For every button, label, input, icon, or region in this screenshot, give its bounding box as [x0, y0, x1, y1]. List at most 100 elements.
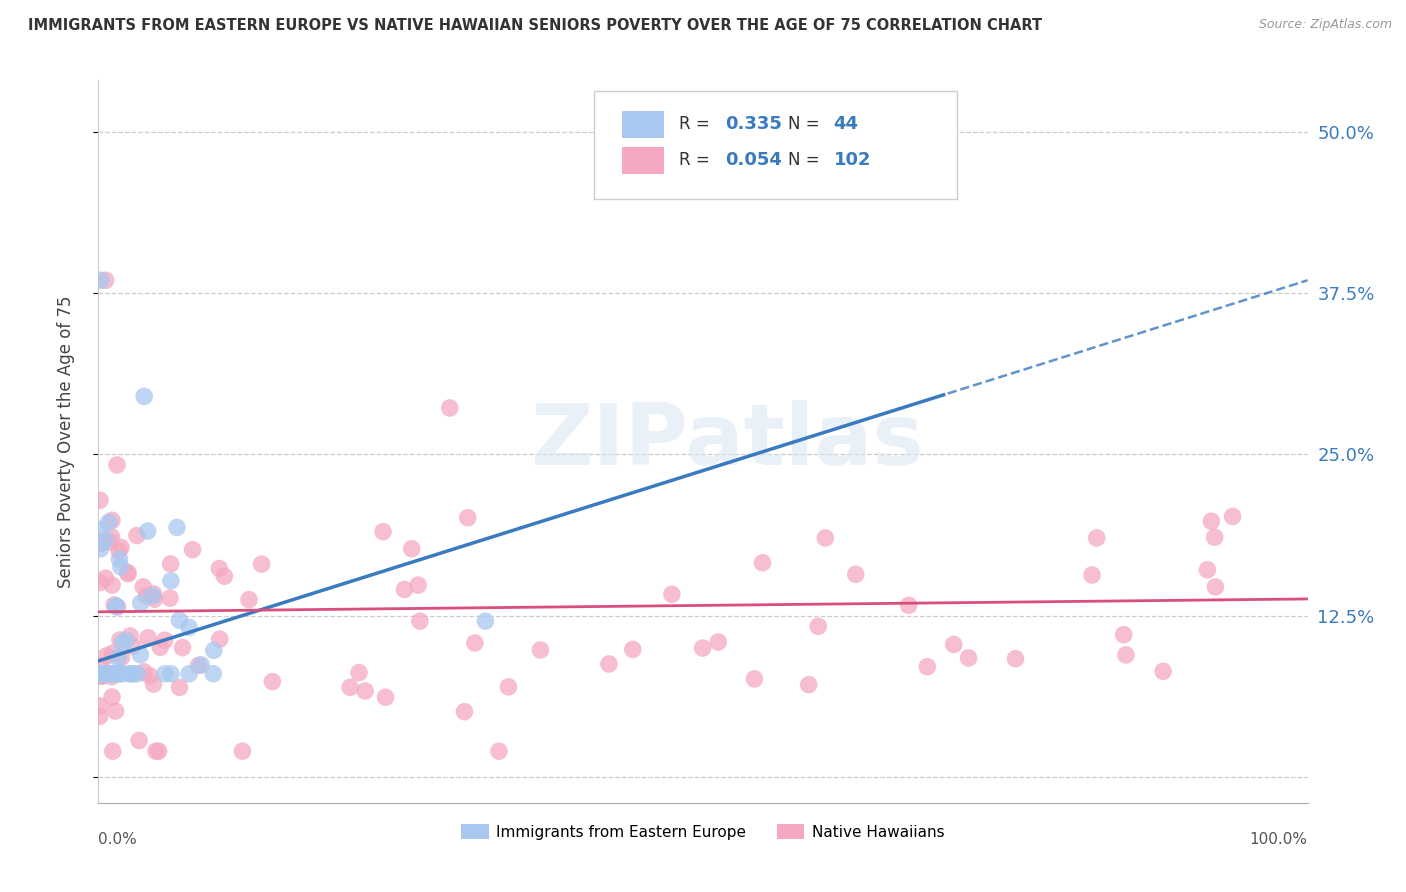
Point	[181, 542, 204, 557]
Point	[202, 666, 225, 681]
Point	[529, 643, 551, 657]
Point	[97, 515, 120, 529]
Point	[101, 690, 124, 704]
Point	[125, 528, 148, 542]
Point	[104, 704, 127, 718]
Point	[845, 567, 868, 582]
Point	[621, 642, 644, 657]
Point	[1004, 651, 1026, 665]
Point	[127, 666, 149, 681]
Point	[177, 620, 200, 634]
Text: Source: ZipAtlas.com: Source: ZipAtlas.com	[1258, 18, 1392, 31]
Point	[90, 273, 112, 287]
Point	[707, 635, 730, 649]
Point	[89, 698, 111, 713]
Point	[439, 401, 461, 415]
Point	[897, 599, 920, 613]
Point	[339, 681, 361, 695]
Point	[807, 619, 830, 633]
Point	[172, 640, 194, 655]
Point	[117, 566, 139, 581]
Point	[149, 640, 172, 655]
Point	[90, 669, 112, 683]
Text: ZIPatlas: ZIPatlas	[530, 400, 924, 483]
Point	[464, 636, 486, 650]
Point	[250, 557, 273, 571]
Point	[101, 578, 124, 592]
Point	[121, 666, 143, 681]
Point	[108, 552, 131, 566]
Point	[1085, 531, 1108, 545]
Point	[371, 524, 394, 539]
Point	[90, 536, 112, 550]
Point	[104, 599, 127, 613]
Point	[128, 733, 150, 747]
Point	[110, 559, 132, 574]
Point	[90, 660, 112, 674]
Point	[214, 569, 236, 583]
Point	[94, 666, 117, 681]
Text: R =: R =	[679, 152, 714, 169]
Point	[145, 744, 167, 758]
Point	[101, 513, 124, 527]
Point	[134, 389, 156, 403]
Point	[1197, 563, 1219, 577]
Point	[751, 556, 773, 570]
Point	[91, 667, 114, 681]
Point	[661, 587, 683, 601]
Point	[89, 709, 111, 723]
Point	[142, 589, 165, 603]
Point	[406, 578, 429, 592]
Point	[94, 273, 117, 287]
Legend: Immigrants from Eastern Europe, Native Hawaiians: Immigrants from Eastern Europe, Native H…	[456, 818, 950, 846]
Point	[135, 589, 157, 603]
Point	[101, 744, 124, 758]
Point	[94, 533, 117, 547]
Point	[457, 510, 479, 524]
Text: 0.335: 0.335	[724, 115, 782, 133]
Point	[110, 650, 132, 665]
Point	[1112, 628, 1135, 642]
Point	[108, 665, 131, 680]
Point	[118, 629, 141, 643]
Point	[118, 666, 141, 681]
Point	[160, 574, 183, 588]
Point	[100, 530, 122, 544]
Point	[107, 666, 129, 681]
Y-axis label: Seniors Poverty Over the Age of 75: Seniors Poverty Over the Age of 75	[56, 295, 75, 588]
Point	[132, 665, 155, 679]
Point	[136, 524, 159, 538]
Point	[142, 587, 165, 601]
Point	[394, 582, 416, 597]
Point	[208, 561, 231, 575]
Point	[101, 666, 124, 681]
FancyBboxPatch shape	[621, 111, 664, 138]
Point	[374, 690, 396, 705]
Point	[153, 633, 176, 648]
Text: 100.0%: 100.0%	[1250, 831, 1308, 847]
Point	[107, 650, 129, 665]
Point	[105, 458, 128, 472]
Point	[96, 648, 118, 663]
Point	[262, 674, 284, 689]
FancyBboxPatch shape	[621, 147, 664, 174]
Point	[132, 580, 155, 594]
Point	[111, 636, 134, 650]
Point	[1201, 514, 1223, 528]
Point	[148, 744, 170, 758]
Point	[117, 566, 139, 580]
Point	[202, 643, 225, 657]
Point	[111, 666, 134, 681]
Point	[498, 680, 520, 694]
Point	[744, 672, 766, 686]
Text: N =: N =	[787, 115, 824, 133]
Point	[474, 614, 496, 628]
Point	[942, 638, 965, 652]
Point	[957, 651, 980, 665]
Text: N =: N =	[787, 152, 824, 169]
Point	[409, 614, 432, 628]
Text: IMMIGRANTS FROM EASTERN EUROPE VS NATIVE HAWAIIAN SENIORS POVERTY OVER THE AGE O: IMMIGRANTS FROM EASTERN EUROPE VS NATIVE…	[28, 18, 1042, 33]
Point	[598, 657, 620, 671]
Point	[89, 541, 111, 556]
Point	[105, 599, 128, 614]
